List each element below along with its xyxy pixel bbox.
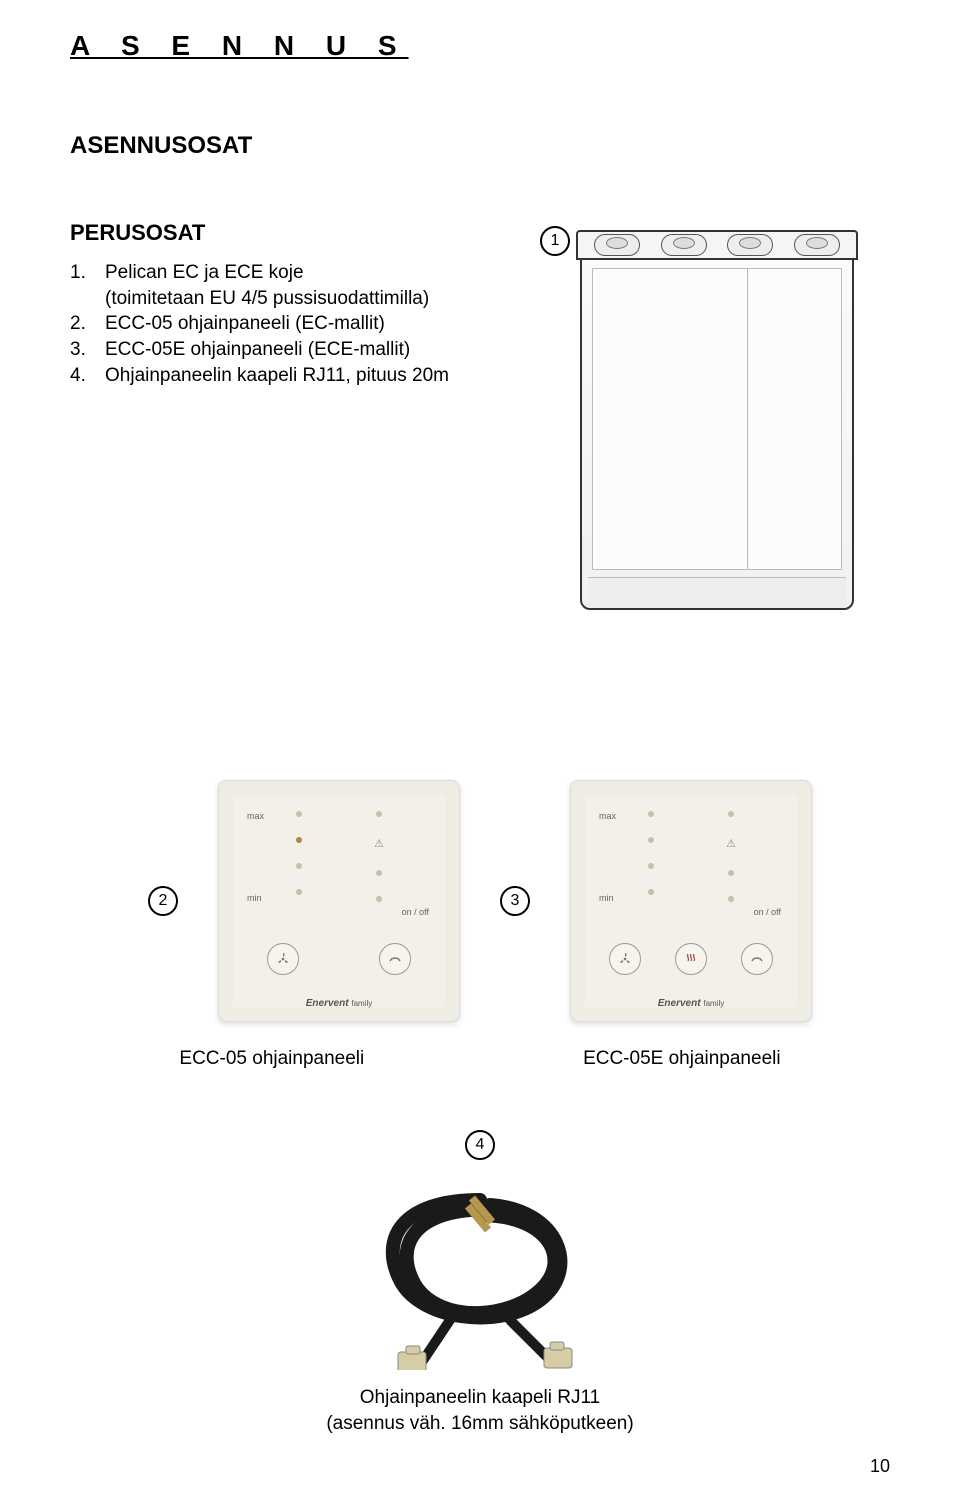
- led-icon: [376, 870, 382, 876]
- list-item: 3. ECC-05E ohjainpaneeli (ECE-mallit): [70, 337, 500, 363]
- parts-list: 1. Pelican EC ja ECE koje (toimitetaan E…: [70, 260, 500, 388]
- caption-panel-right: ECC-05E ohjainpaneeli: [583, 1048, 781, 1070]
- subhead: PERUSOSAT: [70, 220, 500, 246]
- heat-button-icon: [675, 943, 707, 975]
- unit-top: [576, 230, 858, 260]
- led-icon: [648, 811, 654, 817]
- mode-button-icon: [741, 943, 773, 975]
- cable-caption: Ohjainpaneelin kaapeli RJ11 (asennus väh…: [70, 1385, 890, 1436]
- section-heading: ASENNUSOSAT: [70, 132, 890, 160]
- unit-drawing: [580, 256, 854, 610]
- duct-port-icon: [661, 234, 707, 256]
- panels-row: 2 max min ⚠ on / off: [70, 780, 890, 1022]
- fan-button-icon: [609, 943, 641, 975]
- list-block: PERUSOSAT 1. Pelican EC ja ECE koje (toi…: [70, 220, 500, 388]
- list-item: 2. ECC-05 ohjainpaneeli (EC-mallit): [70, 311, 500, 337]
- badge-2: 2: [148, 886, 178, 916]
- led-icon: [728, 870, 734, 876]
- badge-3: 3: [500, 886, 530, 916]
- list-number: [70, 286, 95, 312]
- duct-port-icon: [594, 234, 640, 256]
- led-icon: [648, 863, 654, 869]
- list-text: Ohjainpaneelin kaapeli RJ11, pituus 20m: [105, 363, 449, 389]
- duct-port-icon: [727, 234, 773, 256]
- led-icon: [296, 863, 302, 869]
- cable-drawing: [350, 1170, 610, 1370]
- page-title: A S E N N U S: [70, 30, 890, 62]
- led-icon: [728, 811, 734, 817]
- cable-block: 4 Ohjainpaneelin kaapeli RJ11 (asenn: [70, 1130, 890, 1436]
- fan-button-icon: [267, 943, 299, 975]
- list-text: ECC-05E ohjainpaneeli (ECE-mallit): [105, 337, 410, 363]
- list-text: Pelican EC ja ECE koje: [105, 260, 304, 286]
- list-number: 1.: [70, 260, 95, 286]
- list-item: 1. Pelican EC ja ECE koje: [70, 260, 500, 286]
- unit-door: [592, 268, 842, 570]
- unit-seam: [747, 269, 748, 569]
- mode-button-icon: [379, 943, 411, 975]
- top-row: PERUSOSAT 1. Pelican EC ja ECE koje (toi…: [70, 220, 890, 610]
- led-icon: [728, 896, 734, 902]
- list-number: 4.: [70, 363, 95, 389]
- list-text: ECC-05 ohjainpaneeli (EC-mallit): [105, 311, 385, 337]
- list-text: (toimitetaan EU 4/5 pussisuodattimilla): [105, 286, 429, 312]
- label-min: min: [247, 893, 262, 903]
- control-panel-ecc05e: max min ⚠ on / off: [570, 780, 812, 1022]
- label-onoff: on / off: [754, 907, 781, 917]
- page-number: 10: [870, 1456, 890, 1477]
- led-icon: [648, 837, 654, 843]
- list-number: 3.: [70, 337, 95, 363]
- led-icon: [376, 811, 382, 817]
- led-icon: [296, 811, 302, 817]
- cable-caption-line1: Ohjainpaneelin kaapeli RJ11: [70, 1385, 890, 1411]
- list-number: 2.: [70, 311, 95, 337]
- brand-label: Enervent family: [571, 998, 811, 1009]
- led-icon: [648, 889, 654, 895]
- led-icon: [296, 889, 302, 895]
- cable-caption-line2: (asennus väh. 16mm sähköputkeen): [70, 1411, 890, 1437]
- label-max: max: [599, 811, 616, 821]
- control-panel-ecc05: max min ⚠ on / off Enervent family: [218, 780, 460, 1022]
- led-icon: [296, 837, 302, 843]
- unit-figure: 1: [540, 220, 854, 610]
- badge-1: 1: [540, 226, 570, 256]
- label-max: max: [247, 811, 264, 821]
- duct-port-icon: [794, 234, 840, 256]
- label-min: min: [599, 893, 614, 903]
- led-icon: [376, 896, 382, 902]
- list-item: (toimitetaan EU 4/5 pussisuodattimilla): [70, 286, 500, 312]
- label-onoff: on / off: [402, 907, 429, 917]
- warning-icon: ⚠: [726, 837, 736, 850]
- caption-panel-left: ECC-05 ohjainpaneeli: [179, 1048, 364, 1070]
- badge-4: 4: [465, 1130, 495, 1160]
- brand-label: Enervent family: [219, 998, 459, 1009]
- list-item: 4. Ohjainpaneelin kaapeli RJ11, pituus 2…: [70, 363, 500, 389]
- panel-captions: ECC-05 ohjainpaneeli ECC-05E ohjainpanee…: [70, 1048, 890, 1070]
- warning-icon: ⚠: [374, 837, 384, 850]
- unit-base: [588, 577, 846, 608]
